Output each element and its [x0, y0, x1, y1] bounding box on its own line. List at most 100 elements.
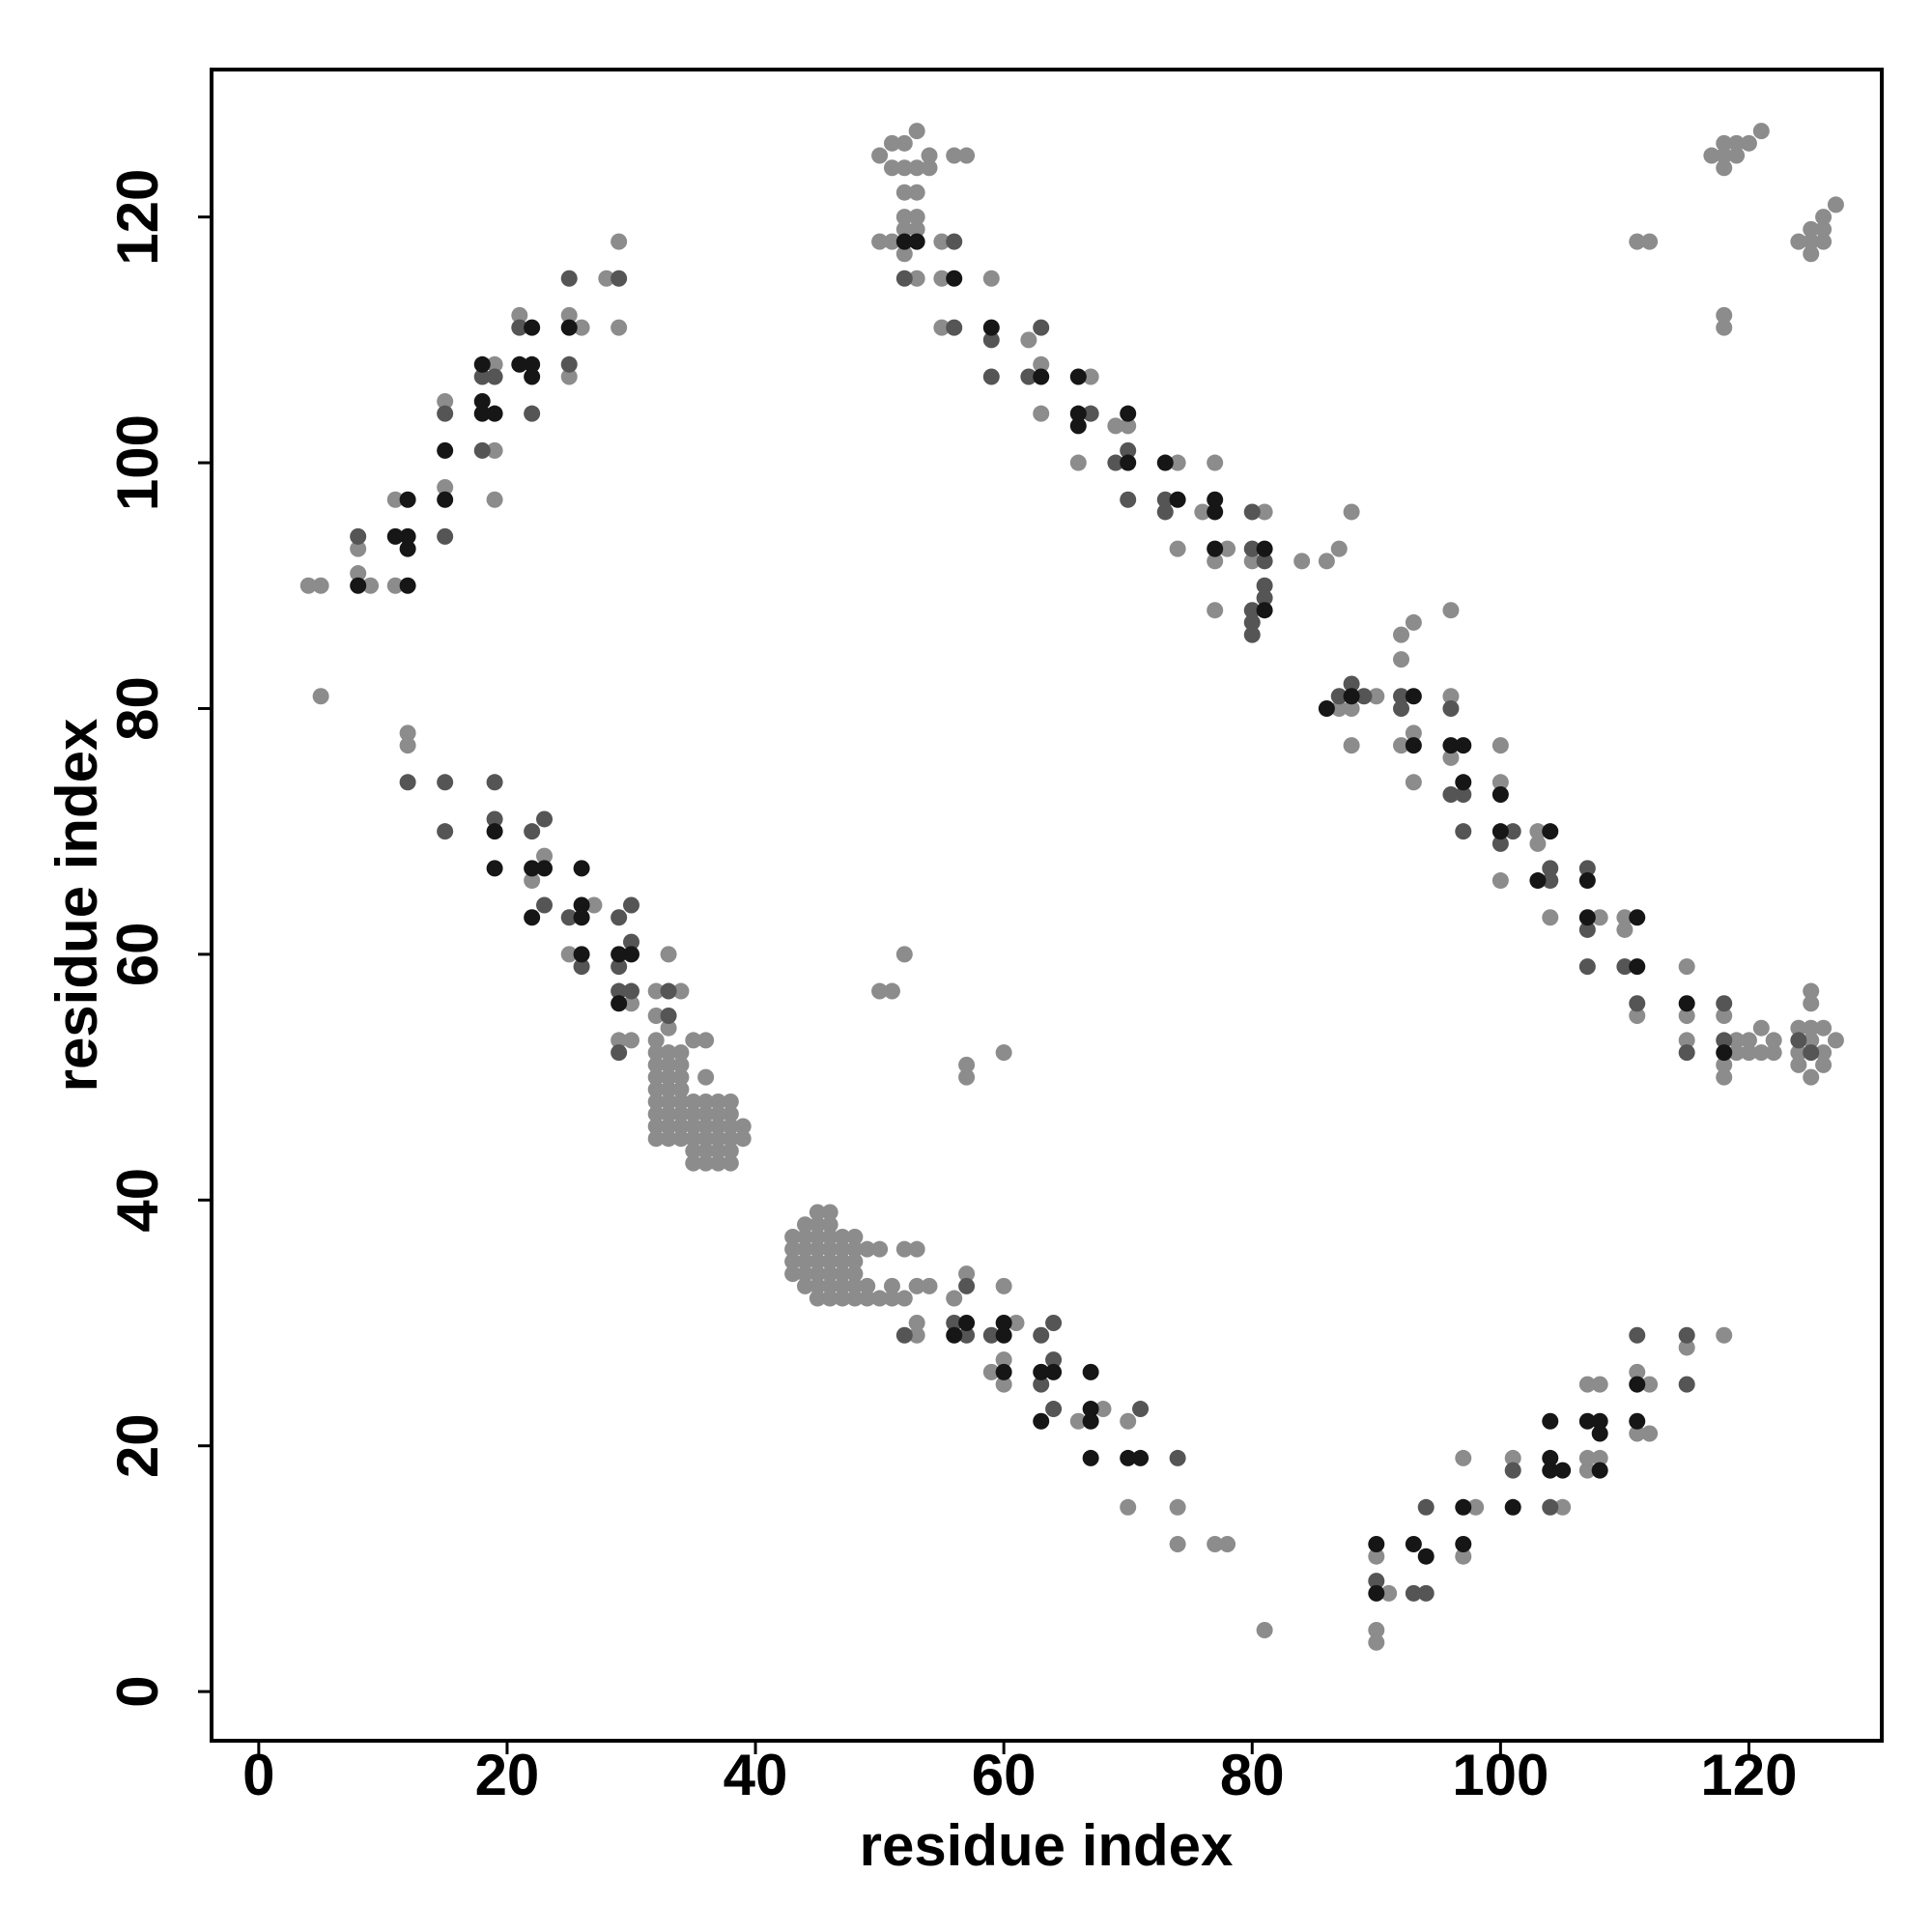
point: [560, 909, 578, 926]
point: [1156, 454, 1174, 471]
point: [1752, 1019, 1770, 1037]
point: [672, 1044, 690, 1062]
point: [958, 1315, 976, 1331]
point: [1790, 1044, 1807, 1062]
point: [895, 159, 913, 177]
point: [1069, 405, 1087, 422]
point: [1156, 503, 1174, 521]
x-axis-label: residue index: [860, 1813, 1234, 1878]
point: [982, 1326, 1000, 1344]
point: [1716, 134, 1733, 152]
point: [1256, 589, 1273, 607]
point: [672, 1130, 690, 1148]
point: [821, 1240, 838, 1258]
point: [473, 441, 491, 459]
point: [846, 1240, 864, 1258]
point: [1045, 1315, 1063, 1331]
point: [1629, 1363, 1646, 1380]
point: [647, 982, 665, 1000]
point: [1616, 958, 1634, 976]
point: [1405, 774, 1422, 791]
point: [1169, 491, 1186, 508]
point: [611, 909, 628, 926]
point: [1330, 699, 1348, 717]
point: [796, 1228, 813, 1245]
point: [524, 860, 541, 877]
point: [1629, 909, 1646, 926]
point: [486, 823, 503, 840]
point: [611, 982, 628, 1000]
point: [647, 1044, 665, 1062]
point: [1803, 1032, 1820, 1049]
point: [1343, 688, 1360, 705]
point: [1020, 331, 1037, 349]
point: [660, 1056, 677, 1073]
point: [1120, 1412, 1137, 1430]
point: [722, 1094, 739, 1111]
point: [1008, 1315, 1025, 1331]
point: [895, 233, 913, 250]
point: [1045, 1363, 1063, 1380]
point: [611, 233, 628, 250]
point: [821, 1265, 838, 1283]
point: [1194, 503, 1211, 521]
point: [524, 823, 541, 840]
point: [399, 774, 416, 791]
point: [1069, 368, 1087, 385]
point: [1542, 1462, 1559, 1479]
point: [573, 860, 590, 877]
point: [1815, 1019, 1833, 1037]
point: [1293, 553, 1311, 570]
point: [622, 995, 639, 1012]
point: [1641, 1425, 1659, 1442]
point: [1132, 1449, 1150, 1466]
point: [1529, 835, 1547, 852]
point: [883, 982, 900, 1000]
point: [350, 527, 367, 545]
point: [1815, 220, 1833, 238]
point: [647, 1007, 665, 1024]
point: [1368, 1535, 1385, 1552]
point: [995, 1326, 1012, 1344]
point: [946, 1290, 963, 1307]
point: [399, 491, 416, 508]
point: [859, 1290, 876, 1307]
point: [709, 1154, 726, 1172]
point: [1169, 1535, 1186, 1552]
point: [1815, 209, 1833, 226]
point: [1629, 1425, 1646, 1442]
point: [672, 1068, 690, 1086]
point: [1219, 540, 1236, 557]
point: [486, 491, 503, 508]
point: [1728, 1032, 1746, 1049]
x-tick-label: 0: [242, 1743, 274, 1807]
point: [1442, 699, 1460, 717]
point: [734, 1118, 752, 1135]
point: [1492, 786, 1509, 804]
point: [350, 565, 367, 582]
point: [1169, 540, 1186, 557]
point: [1033, 1326, 1050, 1344]
point: [1716, 1007, 1733, 1024]
point: [1455, 1449, 1472, 1466]
point: [871, 982, 889, 1000]
point: [1033, 405, 1050, 422]
point: [1455, 1498, 1472, 1516]
point: [486, 441, 503, 459]
point: [1803, 1044, 1820, 1062]
point: [1578, 872, 1596, 890]
point: [809, 1228, 826, 1245]
point: [784, 1253, 802, 1270]
point: [1765, 1032, 1782, 1049]
point: [995, 1351, 1012, 1369]
point: [1790, 1056, 1807, 1073]
point: [560, 270, 578, 287]
point: [834, 1290, 851, 1307]
point: [908, 159, 925, 177]
point: [784, 1228, 802, 1245]
point: [386, 527, 404, 545]
point: [536, 896, 554, 914]
point: [709, 1094, 726, 1111]
point: [1120, 405, 1137, 422]
point: [560, 946, 578, 963]
